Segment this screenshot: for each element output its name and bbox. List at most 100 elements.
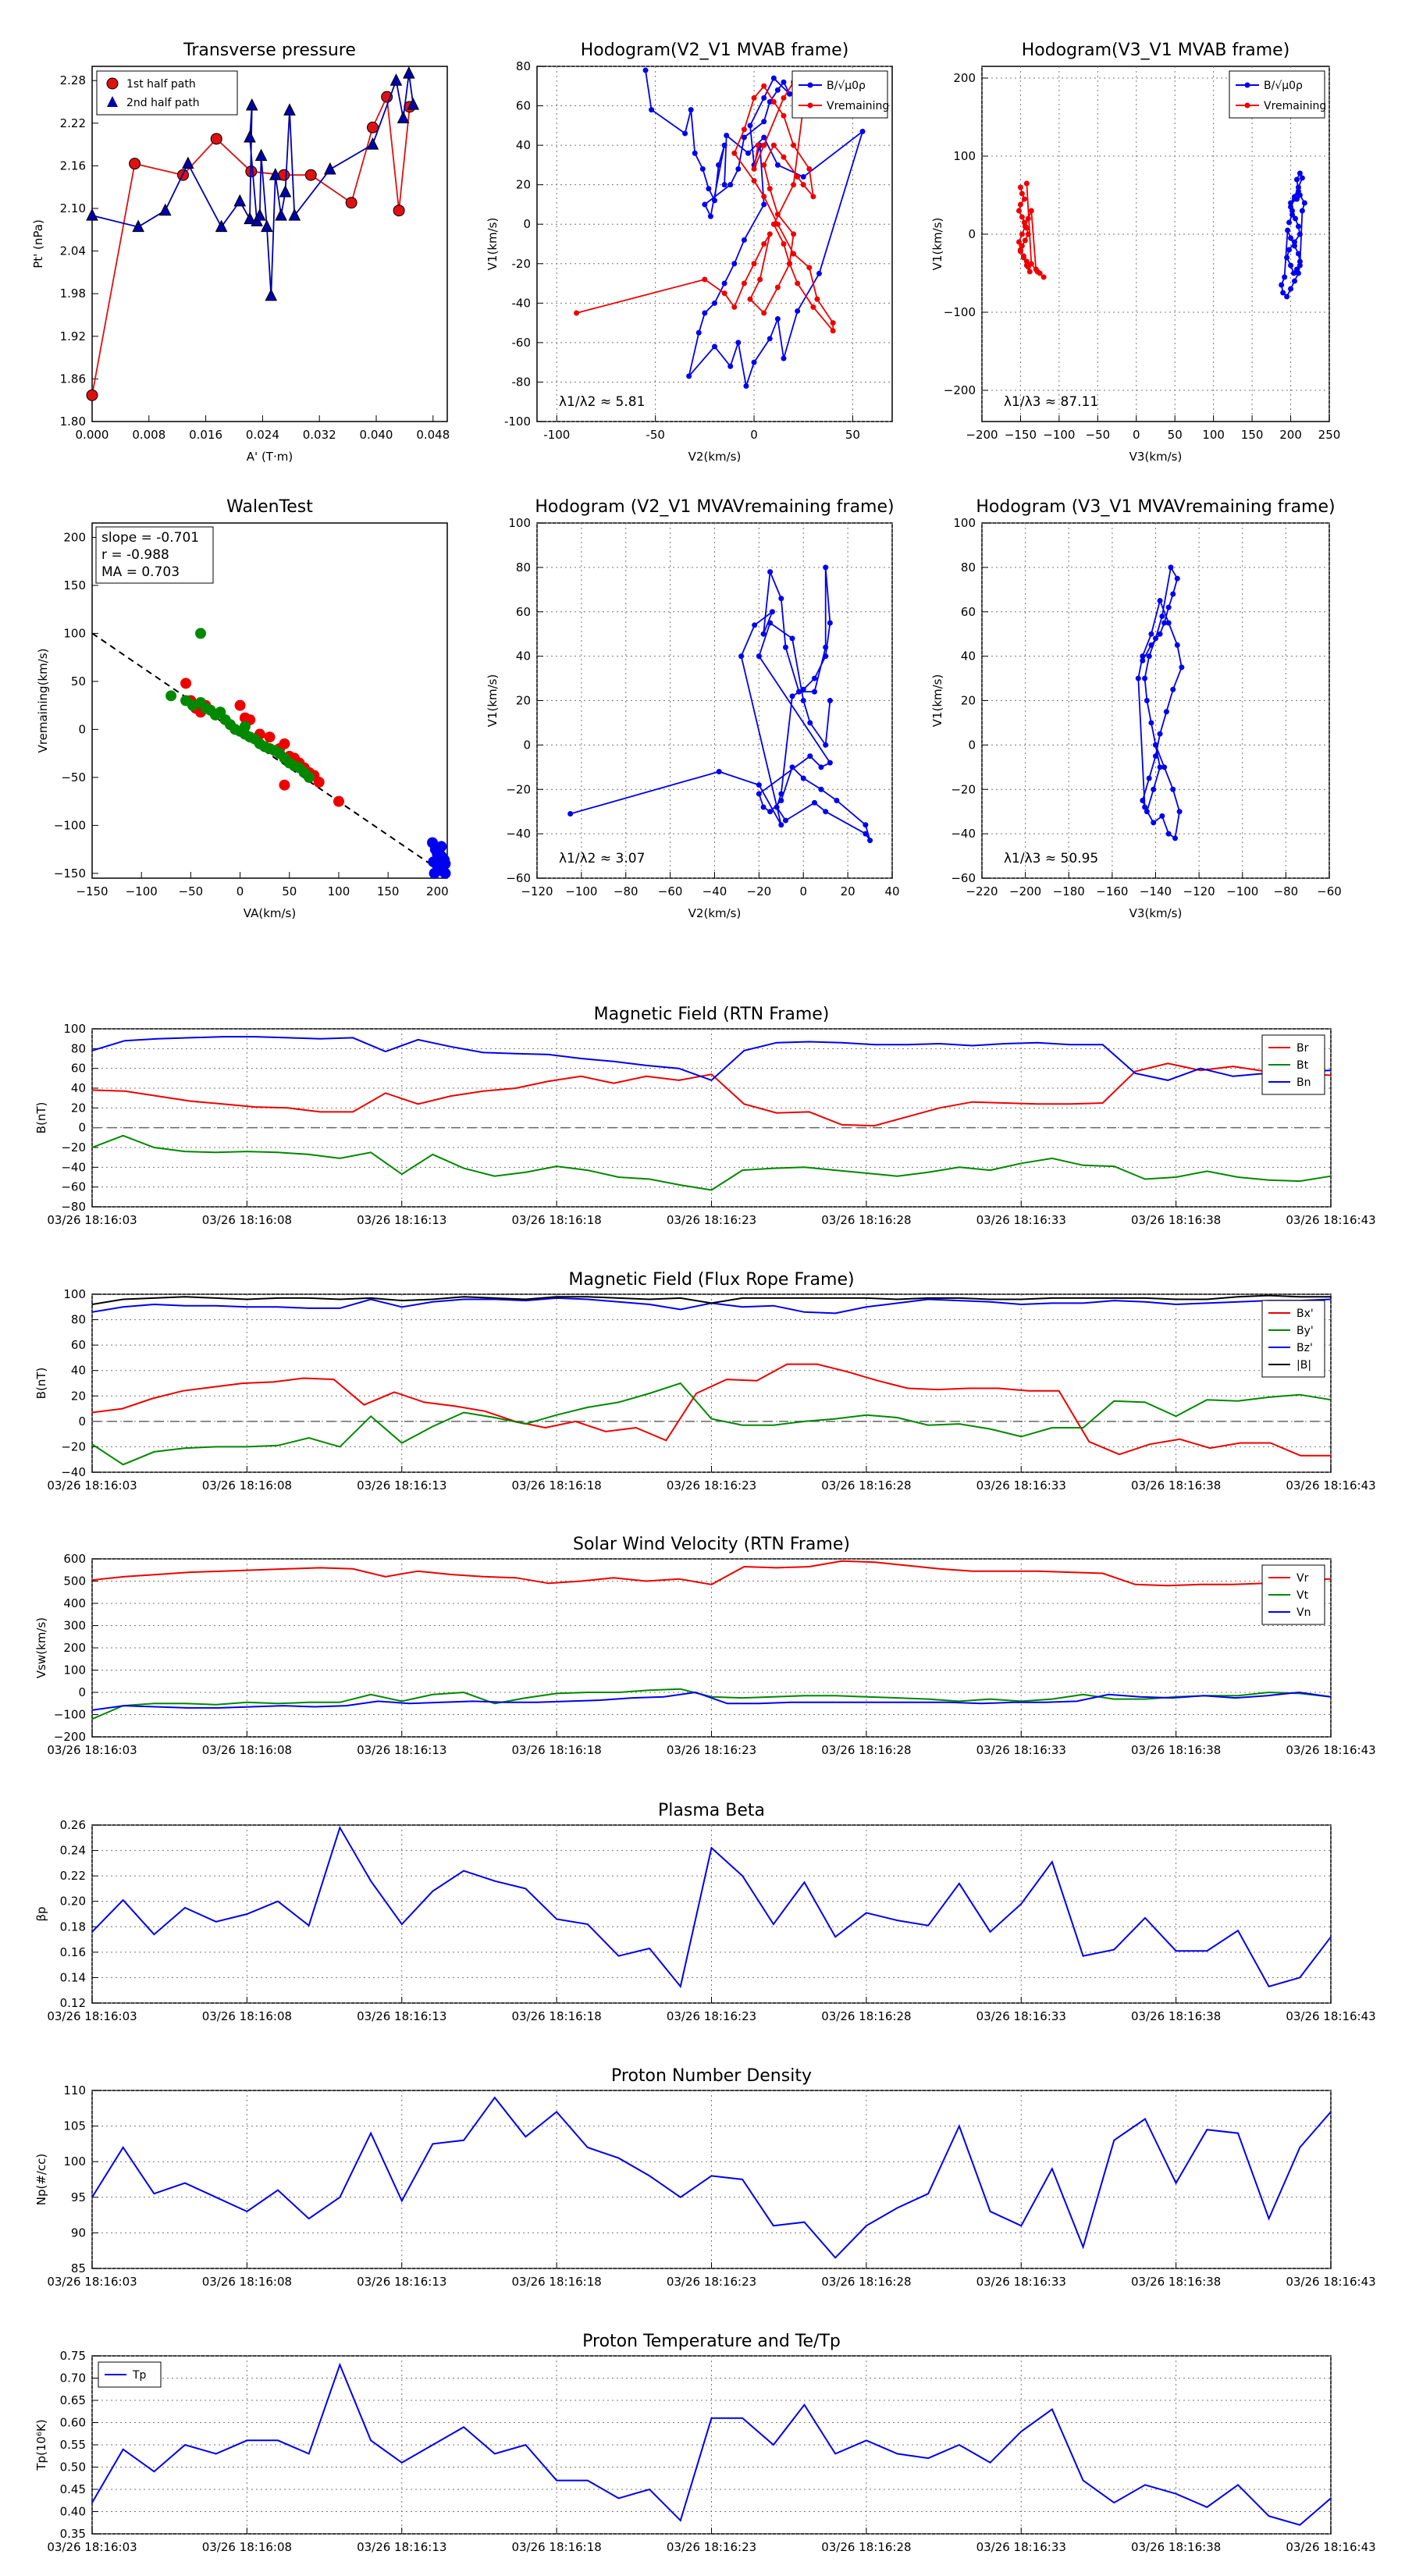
y-tick-label: 80 [71, 1041, 86, 1055]
y-tick-label: 500 [63, 1574, 86, 1589]
hodogram-0-point [800, 775, 806, 781]
eigenvalue-ratio: λ1/λ2 ≈ 5.81 [559, 394, 645, 410]
hodogram-1-point [1021, 196, 1027, 202]
hodogram-1-point [774, 212, 781, 218]
legend-label: 2nd half path [126, 97, 200, 109]
chart-title: Proton Number Density [611, 2066, 812, 2086]
x-tick-label: 03/26 18:16:43 [1286, 2540, 1375, 2554]
pressure-second-point [182, 156, 194, 169]
hodogram-1-point [1023, 258, 1030, 265]
hodogram-0-point [1292, 239, 1297, 245]
hodogram-1-point [770, 142, 777, 148]
pressure-second-point [265, 288, 278, 301]
legend-marker [106, 77, 119, 90]
hodogram-1-point [761, 310, 767, 316]
y-tick-label: 60 [516, 605, 531, 619]
hodogram-1-point [774, 221, 781, 227]
y-tick-label: 1.98 [60, 286, 86, 301]
walen-blue-point [436, 841, 447, 852]
hodogram-line-0 [1137, 565, 1183, 840]
y-tick-label: 200 [63, 1641, 86, 1655]
x-tick-label: 03/26 18:16:03 [47, 1743, 137, 1757]
chart-title: Magnetic Field (RTN Frame) [594, 1005, 830, 1024]
x-tick-label: −20 [747, 884, 772, 898]
x-tick-label: 03/26 18:16:33 [976, 2275, 1066, 2289]
hodogram-0-point [1293, 196, 1300, 202]
hodogram-1-point [761, 194, 767, 200]
hodogram-0-point [1288, 286, 1294, 292]
hodogram-1-point [761, 241, 767, 247]
x-tick-label: 0 [799, 884, 807, 898]
x-tick-label: 0.024 [246, 428, 279, 442]
hodogram-0-point [1140, 797, 1146, 803]
y-tick-label: 0.24 [60, 1844, 86, 1858]
hodogram-0-point [567, 811, 574, 817]
x-tick-label: 03/26 18:16:28 [821, 1478, 911, 1493]
hodogram-0-point [823, 742, 829, 748]
hodogram-0-point [1165, 831, 1172, 837]
pressure-second-point [275, 208, 287, 221]
x-tick-label: −40 [702, 884, 727, 898]
legend-label: Bx' [1297, 1308, 1314, 1320]
y-tick-label: 0.16 [60, 1945, 86, 1959]
y-axis-label: V1(km/s) [486, 218, 500, 271]
x-tick-label: 03/26 18:16:08 [202, 1213, 292, 1227]
hodogram-1-point [770, 221, 777, 227]
x-tick-label: 40 [884, 884, 899, 898]
hodogram-1-point [810, 304, 816, 310]
x-tick-label: 100 [328, 884, 350, 898]
x-tick-label: 150 [1241, 428, 1264, 442]
y-tick-label: 0.20 [60, 1895, 86, 1909]
hodogram-0-point [811, 675, 817, 681]
walen-red-point [180, 678, 192, 689]
y-tick-label: 0.55 [60, 2438, 86, 2452]
x-tick-label: −150 [76, 884, 108, 898]
hodogram-0-point [1157, 598, 1163, 604]
hodogram-0-point [811, 688, 817, 695]
x-tick-label: 0.016 [189, 428, 222, 442]
hodogram-1-point [721, 290, 727, 297]
series-line-Bt [91, 1134, 1332, 1191]
y-axis-label: V1(km/s) [930, 674, 944, 728]
chart-title: Hodogram (V2_V1 MVAVremaining frame) [535, 497, 894, 517]
x-tick-label: 03/26 18:16:13 [357, 1478, 446, 1493]
hodogram-0-point [1148, 642, 1154, 648]
hodogram-line-1 [576, 80, 834, 333]
hodogram-0-point [741, 134, 747, 141]
hodogram-1-point [574, 310, 580, 316]
hodogram-0-point [727, 182, 734, 188]
hodogram-0-point [1170, 591, 1176, 597]
legend-marker [1244, 102, 1250, 109]
x-tick-label: −100 [1043, 428, 1075, 442]
x-tick-label: 03/26 18:16:33 [976, 1743, 1066, 1757]
hodogram-0-point [702, 310, 708, 316]
hodogram-0-point [834, 797, 840, 803]
hodogram-1-point [1020, 254, 1026, 261]
hodogram-1-point [795, 280, 801, 286]
x-axis-label: VA(km/s) [244, 906, 296, 920]
hodogram-1-point [791, 182, 797, 188]
hodogram-0-point [767, 336, 773, 342]
hodogram-1-point [751, 94, 757, 101]
x-tick-label: 0 [750, 428, 758, 442]
y-axis-label: B(nT) [34, 1102, 48, 1134]
hodogram-1-point [781, 241, 787, 247]
y-tick-label: 2.22 [60, 116, 86, 130]
hodogram-0-point [1157, 731, 1163, 737]
y-tick-label: 1.92 [60, 329, 86, 343]
hodogram-0-point [778, 791, 784, 797]
hodogram-0-point [1279, 282, 1285, 288]
y-axis-label: Vremaining(km/s) [36, 649, 50, 753]
y-tick-label: 50 [71, 674, 86, 688]
hodogram-0-point [721, 142, 727, 148]
y-tick-label: 200 [63, 530, 86, 544]
hodogram-1-point [1019, 190, 1025, 197]
hodogram-1-point [1017, 201, 1023, 208]
hodogram-0-point [741, 237, 747, 243]
y-tick-label: 40 [516, 138, 531, 152]
y-tick-label: 40 [71, 1081, 86, 1095]
y-tick-label: −200 [54, 1730, 86, 1744]
y-tick-label: -60 [512, 336, 532, 350]
stats-line: MA = 0.703 [101, 564, 180, 580]
y-tick-label: -80 [512, 375, 532, 389]
